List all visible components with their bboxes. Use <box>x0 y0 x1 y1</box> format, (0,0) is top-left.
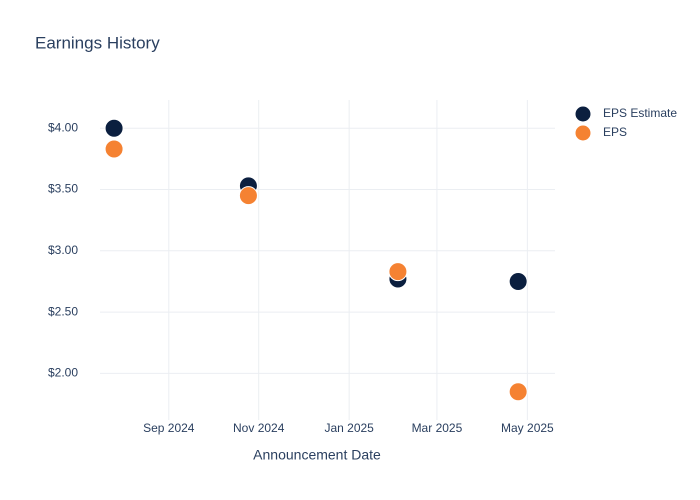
legend-label: EPS <box>603 125 627 139</box>
y-tick-label: $2.50 <box>48 304 78 318</box>
data-point <box>238 186 258 206</box>
data-point <box>104 139 124 159</box>
data-point <box>388 262 408 282</box>
x-tick-label: May 2025 <box>501 421 554 435</box>
legend-marker <box>574 124 592 142</box>
legend-label: EPS Estimate <box>603 106 677 120</box>
y-tick-label: $2.00 <box>48 366 78 380</box>
x-tick-label: Nov 2024 <box>233 421 285 435</box>
data-point <box>508 382 528 402</box>
x-tick-label: Sep 2024 <box>143 421 195 435</box>
data-point <box>104 118 124 138</box>
y-tick-label: $3.00 <box>48 243 78 257</box>
y-tick-label: $3.50 <box>48 182 78 196</box>
y-tick-label: $4.00 <box>48 120 78 134</box>
data-point <box>508 271 528 291</box>
legend-marker <box>574 105 592 123</box>
x-tick-label: Jan 2025 <box>324 421 374 435</box>
x-tick-label: Mar 2025 <box>412 421 463 435</box>
x-axis-title: Announcement Date <box>253 447 381 463</box>
chart-title: Earnings History <box>35 33 160 52</box>
